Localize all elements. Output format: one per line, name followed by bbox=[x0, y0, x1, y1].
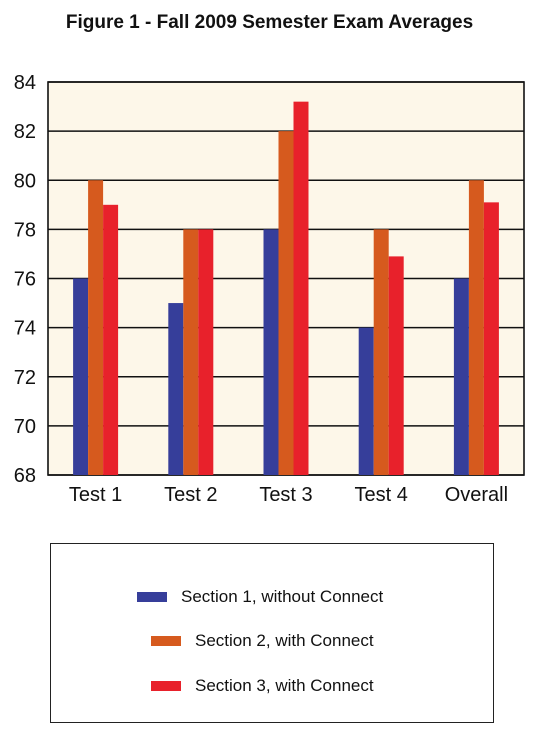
bar-test-1-series-2 bbox=[88, 180, 104, 475]
legend-swatch-section-3 bbox=[151, 681, 181, 691]
legend-swatch-section-1 bbox=[137, 592, 167, 602]
bar-overall-series-3 bbox=[483, 202, 499, 475]
bar-test-4-series-1 bbox=[358, 327, 374, 475]
bar-overall-series-1 bbox=[453, 278, 469, 475]
x-tick-label: Test 2 bbox=[164, 484, 217, 506]
y-tick-label: 76 bbox=[14, 269, 36, 291]
y-tick-label: 74 bbox=[14, 318, 36, 340]
y-tick-label: 80 bbox=[14, 170, 36, 192]
bar-test-1-series-3 bbox=[103, 204, 119, 475]
legend-label-section-2: Section 2, with Connect bbox=[195, 631, 374, 650]
bar-test-3-series-3 bbox=[293, 101, 309, 476]
legend-label-section-3: Section 3, with Connect bbox=[195, 676, 374, 695]
bar-test-2-series-2 bbox=[183, 229, 199, 475]
x-tick-label: Test 4 bbox=[355, 484, 408, 506]
y-tick-label: 84 bbox=[14, 72, 36, 94]
bar-test-4-series-3 bbox=[388, 256, 404, 475]
y-tick-label: 68 bbox=[14, 465, 36, 487]
bar-overall-series-2 bbox=[468, 180, 484, 475]
bar-test-3-series-1 bbox=[263, 229, 279, 475]
bar-test-4-series-2 bbox=[373, 229, 389, 475]
legend-item-section-2: Section 2, with Connect bbox=[151, 630, 374, 652]
legend-swatch-section-2 bbox=[151, 636, 181, 646]
bar-chart: 68 70 72 74 76 78 80 82 84 Test 1 Test 2 Test 3 Test… bbox=[14, 72, 525, 506]
x-tick-label: Test 1 bbox=[69, 484, 122, 506]
bar-test-3-series-2 bbox=[278, 131, 294, 475]
legend-label-section-1: Section 1, without Connect bbox=[181, 587, 384, 606]
x-tick-label: Test 3 bbox=[259, 484, 312, 506]
x-tick-label: Overall bbox=[445, 484, 508, 506]
legend-item-section-3: Section 3, with Connect bbox=[151, 675, 374, 697]
legend-item-section-1: Section 1, without Connect bbox=[137, 586, 383, 608]
y-tick-label: 78 bbox=[14, 219, 36, 241]
y-tick-label: 82 bbox=[14, 121, 36, 143]
chart-title: Figure 1 - Fall 2009 Semester Exam Avera… bbox=[65, 12, 474, 33]
y-tick-label: 72 bbox=[14, 367, 36, 389]
bar-test-2-series-1 bbox=[168, 303, 184, 475]
y-tick-label: 70 bbox=[14, 416, 36, 438]
bar-test-2-series-3 bbox=[198, 229, 214, 475]
legend: Section 1, without Connect Section 2, wi… bbox=[50, 543, 494, 723]
bar-test-1-series-1 bbox=[73, 278, 89, 475]
